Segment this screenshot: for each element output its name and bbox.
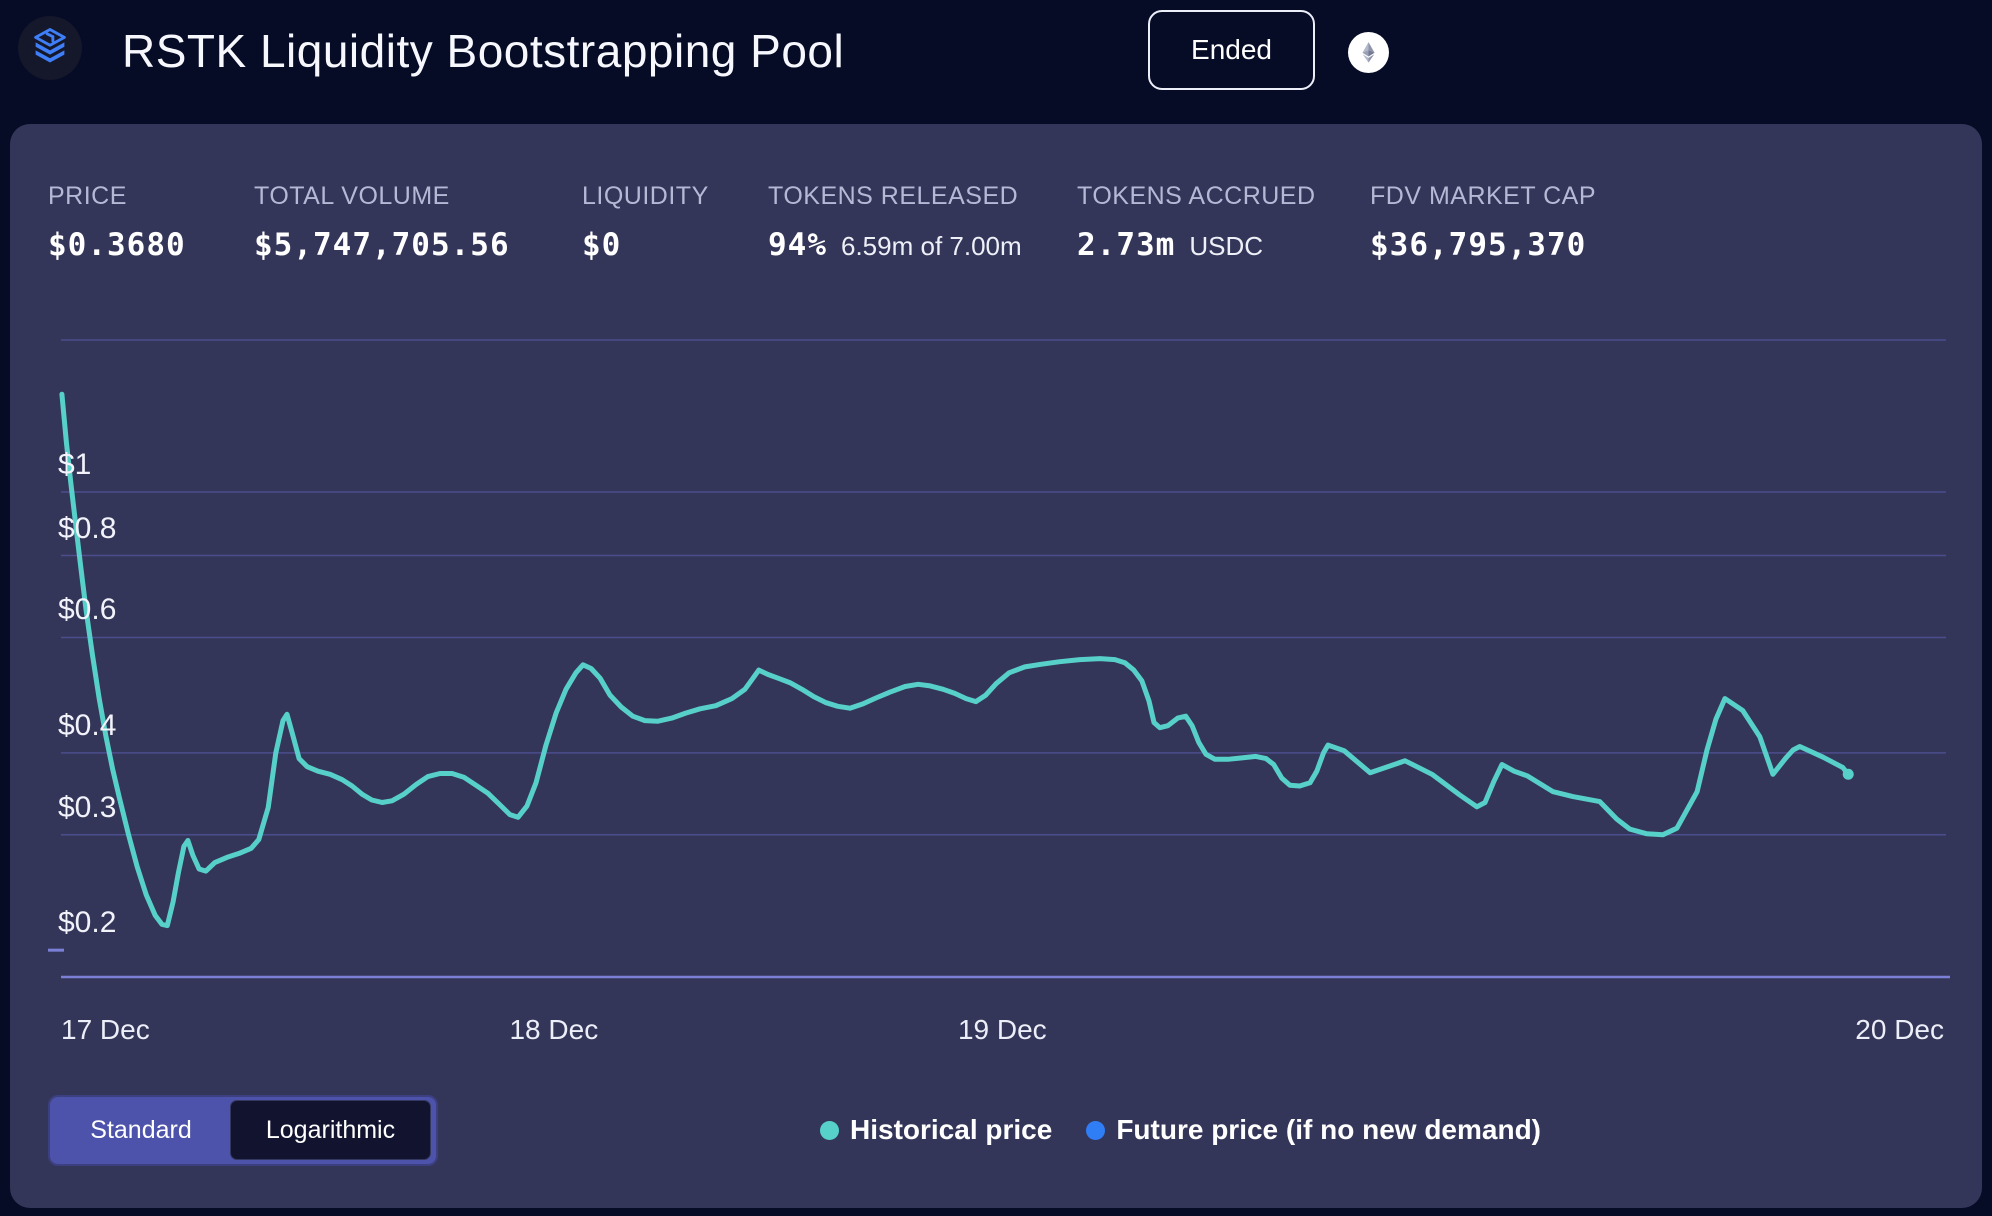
stat-label: TOKENS RELEASED <box>768 182 1019 210</box>
stat-subvalue: USDC <box>1189 231 1263 261</box>
x-axis-label: 20 Dec <box>1855 1014 1944 1045</box>
stat-label: FDV MARKET CAP <box>1370 182 1597 210</box>
stat-total-volume: TOTAL VOLUME $5,747,705.56 <box>254 182 510 263</box>
x-axis-label: 19 Dec <box>957 1014 1047 1045</box>
page-title: RSTK Liquidity Bootstrapping Pool <box>122 25 845 77</box>
y-axis-label: $0.4 <box>58 708 117 742</box>
y-axis-label: $0.3 <box>58 790 117 824</box>
stat-value: 94% <box>768 227 827 263</box>
future-price-dot-icon <box>1086 1120 1106 1140</box>
stat-label: TOTAL VOLUME <box>254 182 450 210</box>
scale-option-logarithmic[interactable]: Logarithmic <box>230 1100 431 1160</box>
stat-value: 2.73m <box>1077 227 1176 263</box>
y-axis-label: $0.2 <box>58 906 117 940</box>
scale-option-standard[interactable]: Standard <box>90 1116 192 1144</box>
stat-tokens-accrued: TOKENS ACCRUED 2.73m USDC <box>1077 182 1316 263</box>
stat-value: $0.3680 <box>48 227 186 263</box>
historical-price-dot-icon <box>820 1120 839 1140</box>
pool-logo <box>18 16 82 80</box>
stat-value: $36,795,370 <box>1370 227 1587 263</box>
stat-fdv-market-cap: FDV MARKET CAP $36,795,370 <box>1370 182 1596 263</box>
stat-value: $5,747,705.56 <box>254 227 510 263</box>
stat-label: TOKENS ACCRUED <box>1077 182 1316 210</box>
chart-legend: Historical price Future price (if no new… <box>820 1112 1541 1148</box>
status-badge: Ended <box>1148 10 1315 90</box>
pool-dashboard-panel <box>10 124 1982 1208</box>
stat-subvalue: 6.59m of 7.00m <box>841 231 1022 261</box>
stat-tokens-released: TOKENS RELEASED 94% 6.59m of 7.00m <box>768 182 1022 263</box>
stat-label: LIQUIDITY <box>582 182 709 210</box>
legend-label-future: Future price (if no new demand) <box>1116 1114 1542 1145</box>
historical-price-line <box>59 391 1851 929</box>
ethereum-icon <box>1348 32 1389 73</box>
y-axis-label: $1 <box>58 448 92 482</box>
legend-label-historical: Historical price <box>850 1114 1053 1145</box>
scale-toggle: Standard Logarithmic <box>48 1095 438 1166</box>
y-axis-label: $0.8 <box>58 511 117 545</box>
x-axis-label: 17 Dec <box>61 1014 150 1045</box>
stat-price: PRICE $0.3680 <box>48 182 186 263</box>
x-axis-label: 18 Dec <box>509 1014 599 1045</box>
stat-value: $0 <box>582 227 622 263</box>
stat-liquidity: LIQUIDITY $0 <box>582 182 709 263</box>
stat-label: PRICE <box>48 182 127 210</box>
price-line-end-dot <box>1842 768 1854 780</box>
y-axis-label: $0.6 <box>58 593 117 627</box>
layers-stack-icon <box>27 23 73 74</box>
